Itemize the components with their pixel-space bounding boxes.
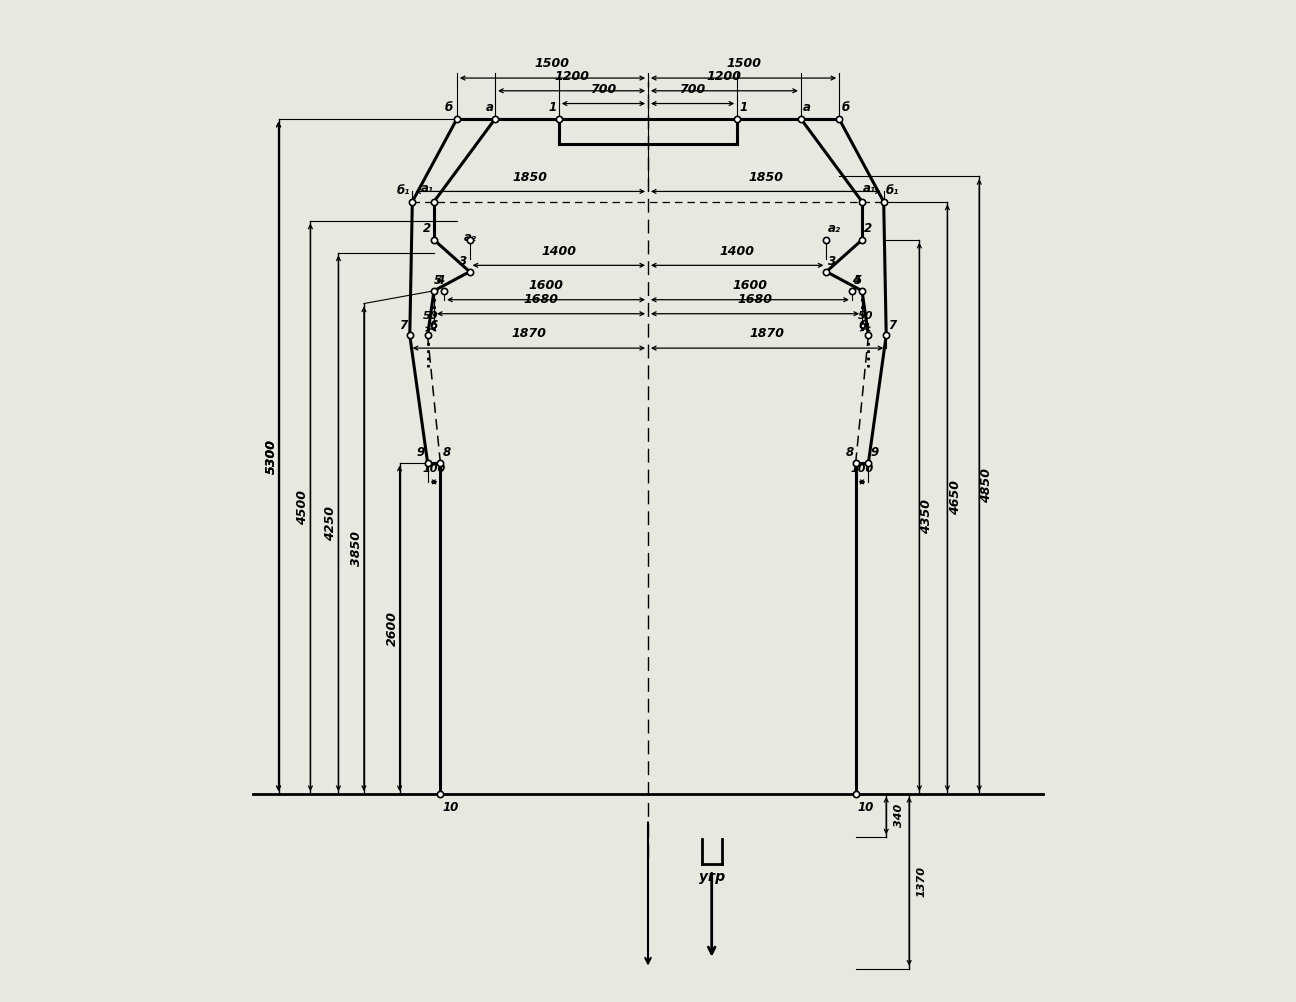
Text: 1600: 1600 (529, 280, 564, 292)
Text: 4850: 4850 (980, 468, 993, 503)
Text: 1400: 1400 (542, 244, 577, 258)
Text: 50: 50 (858, 312, 874, 322)
Text: 10: 10 (858, 802, 874, 815)
Text: 5: 5 (433, 274, 442, 287)
Text: 5300: 5300 (264, 439, 277, 474)
Text: 1: 1 (740, 101, 748, 113)
Text: 700: 700 (590, 83, 617, 96)
Text: 100: 100 (422, 464, 446, 474)
Text: 5300: 5300 (264, 439, 277, 474)
Text: а₁: а₁ (421, 182, 434, 195)
Text: 10: 10 (442, 802, 459, 815)
Text: 4: 4 (851, 274, 861, 287)
Text: а: а (485, 101, 494, 113)
Text: 9: 9 (417, 446, 425, 459)
Text: 700: 700 (679, 83, 706, 96)
Text: 3850: 3850 (350, 531, 363, 566)
Text: 4250: 4250 (324, 506, 337, 541)
Text: а₂: а₂ (464, 230, 477, 243)
Text: 7: 7 (399, 319, 407, 332)
Text: 50: 50 (422, 312, 438, 322)
Text: б₁: б₁ (885, 183, 899, 196)
Text: 6: 6 (858, 319, 867, 332)
Text: 1600: 1600 (732, 280, 767, 292)
Text: 1680: 1680 (737, 294, 772, 306)
Text: 1400: 1400 (719, 244, 754, 258)
Text: 2: 2 (424, 221, 432, 234)
Text: 4: 4 (435, 274, 445, 287)
Text: 8: 8 (442, 446, 451, 459)
Text: 8: 8 (845, 446, 854, 459)
Text: 4500: 4500 (297, 490, 310, 525)
Text: 1850: 1850 (513, 170, 548, 183)
Text: а₁: а₁ (863, 182, 876, 195)
Text: 1370: 1370 (916, 866, 927, 897)
Text: 4350: 4350 (920, 499, 933, 534)
Text: 1870: 1870 (749, 328, 784, 341)
Text: 1870: 1870 (512, 328, 547, 341)
Text: 1850: 1850 (748, 170, 783, 183)
Text: а: а (802, 101, 811, 113)
Text: а₂: а₂ (828, 221, 841, 234)
Text: 7: 7 (888, 319, 897, 332)
Text: 1200: 1200 (706, 70, 741, 83)
Text: 3: 3 (828, 255, 836, 268)
Text: 100: 100 (850, 464, 874, 474)
Text: 4650: 4650 (949, 480, 962, 515)
Text: 1200: 1200 (555, 70, 590, 83)
Text: угр: угр (699, 871, 724, 885)
Text: 340: 340 (894, 804, 903, 828)
Text: 1500: 1500 (726, 57, 761, 70)
Text: 3: 3 (459, 255, 467, 268)
Text: 2600: 2600 (385, 611, 398, 646)
Text: 1: 1 (548, 101, 556, 113)
Text: 5: 5 (854, 274, 862, 287)
Text: 1680: 1680 (524, 294, 559, 306)
Text: б: б (445, 101, 454, 113)
Text: б₁: б₁ (397, 183, 410, 196)
Text: б: б (841, 101, 850, 113)
Text: 9: 9 (871, 446, 879, 459)
Text: 1500: 1500 (535, 57, 570, 70)
Text: 2: 2 (864, 221, 872, 234)
Text: 6: 6 (429, 319, 438, 332)
